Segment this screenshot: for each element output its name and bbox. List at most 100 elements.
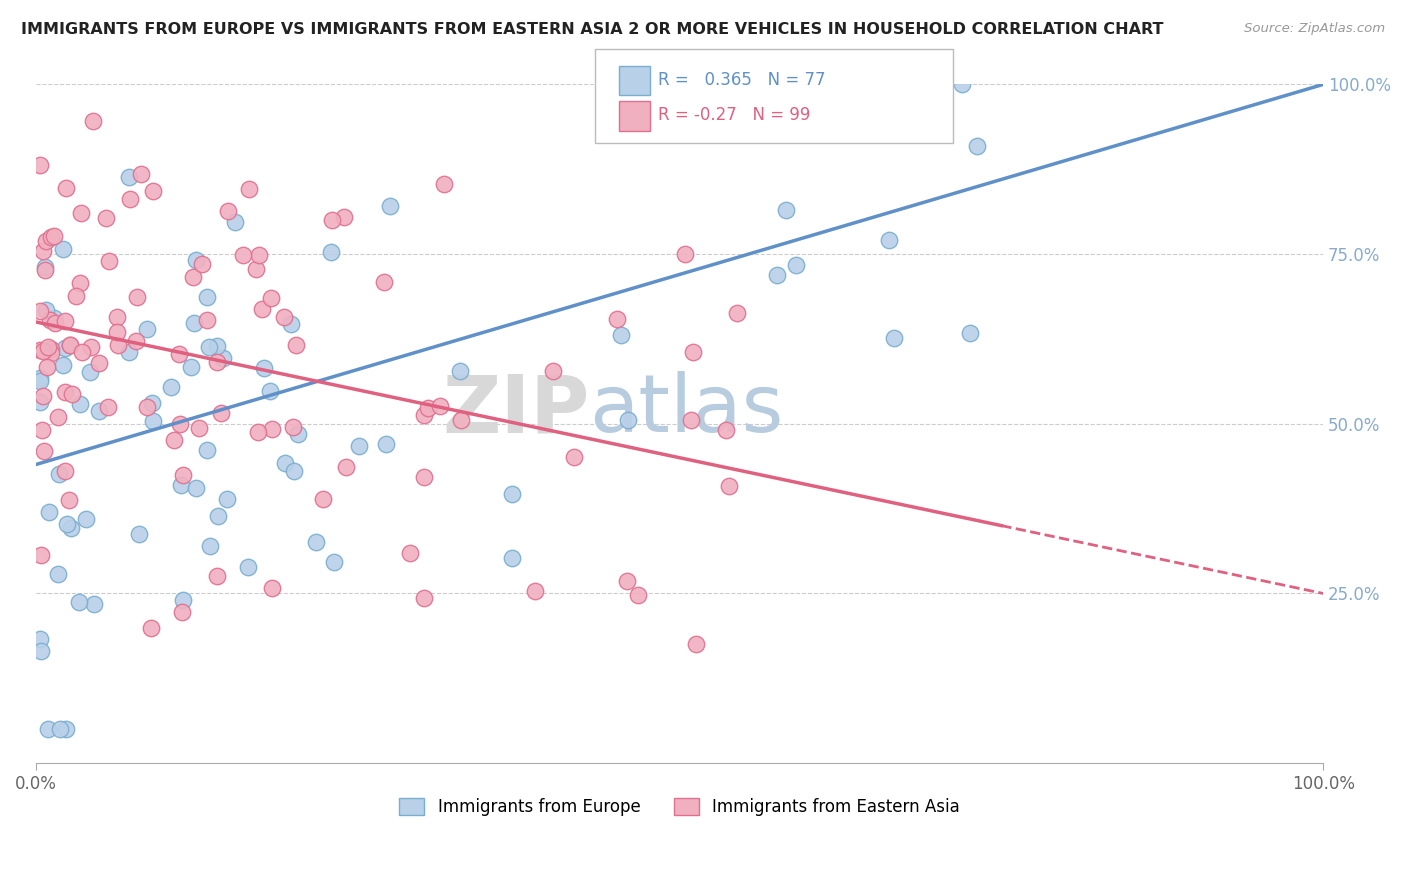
- Point: [287, 427, 309, 442]
- Point: [53, 314, 76, 328]
- Point: [252, 360, 274, 375]
- Point: [412, 470, 434, 484]
- Point: [35, 234, 58, 248]
- Point: [53, 341, 76, 355]
- Point: [198, 340, 221, 354]
- Point: [181, 270, 204, 285]
- Point: [28, 371, 51, 385]
- Point: [136, 400, 159, 414]
- Point: [209, 406, 232, 420]
- Point: [46, 567, 69, 582]
- Point: [55, 181, 77, 195]
- Point: [333, 210, 356, 224]
- Text: R =   0.365   N = 77: R = 0.365 N = 77: [658, 70, 825, 89]
- Point: [186, 253, 208, 268]
- Point: [59, 338, 82, 352]
- Point: [49, 722, 72, 736]
- Point: [30, 644, 52, 658]
- Text: Source: ZipAtlas.com: Source: ZipAtlas.com: [1244, 22, 1385, 36]
- Point: [59, 337, 82, 351]
- Point: [205, 355, 228, 369]
- Point: [79, 365, 101, 379]
- Point: [44, 316, 66, 330]
- Point: [418, 401, 440, 416]
- Point: [321, 213, 343, 227]
- Point: [80, 340, 103, 354]
- Point: [450, 413, 472, 427]
- Point: [107, 325, 129, 339]
- Point: [281, 420, 304, 434]
- Point: [541, 364, 564, 378]
- Point: [966, 139, 988, 153]
- Point: [118, 344, 141, 359]
- Point: [28, 632, 51, 647]
- Point: [30, 548, 52, 562]
- Point: [87, 404, 110, 418]
- Point: [34, 263, 56, 277]
- Point: [627, 588, 650, 602]
- Point: [142, 414, 165, 428]
- Point: [135, 322, 157, 336]
- Point: [347, 439, 370, 453]
- Point: [501, 487, 523, 501]
- Point: [280, 317, 302, 331]
- Point: [67, 595, 90, 609]
- Point: [32, 244, 55, 259]
- Point: [606, 312, 628, 326]
- Point: [205, 339, 228, 353]
- Point: [96, 211, 118, 225]
- Point: [53, 384, 76, 399]
- Point: [198, 539, 221, 553]
- Point: [107, 338, 129, 352]
- Point: [44, 310, 66, 325]
- Point: [48, 410, 70, 425]
- Point: [39, 346, 62, 360]
- Point: [224, 214, 246, 228]
- Point: [877, 233, 900, 247]
- Point: [380, 199, 402, 213]
- Point: [195, 290, 218, 304]
- Point: [433, 177, 456, 191]
- Point: [562, 450, 585, 464]
- Point: [53, 464, 76, 478]
- Point: [28, 374, 51, 388]
- Point: [41, 230, 63, 244]
- Point: [501, 551, 523, 566]
- Point: [75, 512, 97, 526]
- Point: [188, 421, 211, 435]
- Point: [429, 399, 451, 413]
- Point: [69, 205, 91, 219]
- Point: [616, 574, 638, 588]
- Point: [69, 276, 91, 290]
- Point: [654, 78, 676, 92]
- Text: IMMIGRANTS FROM EUROPE VS IMMIGRANTS FROM EASTERN ASIA 2 OR MORE VEHICLES IN HOU: IMMIGRANTS FROM EUROPE VS IMMIGRANTS FRO…: [21, 22, 1164, 37]
- Point: [39, 313, 62, 327]
- Point: [195, 442, 218, 457]
- Text: ZIP: ZIP: [441, 371, 589, 450]
- Point: [128, 527, 150, 541]
- Point: [31, 389, 53, 403]
- Point: [184, 481, 207, 495]
- Point: [28, 343, 51, 357]
- Point: [319, 244, 342, 259]
- Point: [283, 465, 305, 479]
- Legend: Immigrants from Europe, Immigrants from Eastern Asia: Immigrants from Europe, Immigrants from …: [392, 791, 966, 822]
- Point: [273, 310, 295, 324]
- Point: [65, 289, 87, 303]
- Point: [322, 555, 344, 569]
- Point: [717, 479, 740, 493]
- Point: [183, 316, 205, 330]
- Point: [34, 260, 56, 274]
- Point: [952, 78, 974, 92]
- Point: [172, 593, 194, 607]
- Point: [60, 386, 83, 401]
- Point: [172, 467, 194, 482]
- Point: [31, 344, 53, 359]
- Point: [312, 491, 335, 506]
- Point: [245, 261, 267, 276]
- Point: [412, 408, 434, 422]
- Point: [170, 605, 193, 619]
- Point: [48, 467, 70, 481]
- Point: [959, 326, 981, 340]
- Point: [118, 192, 141, 206]
